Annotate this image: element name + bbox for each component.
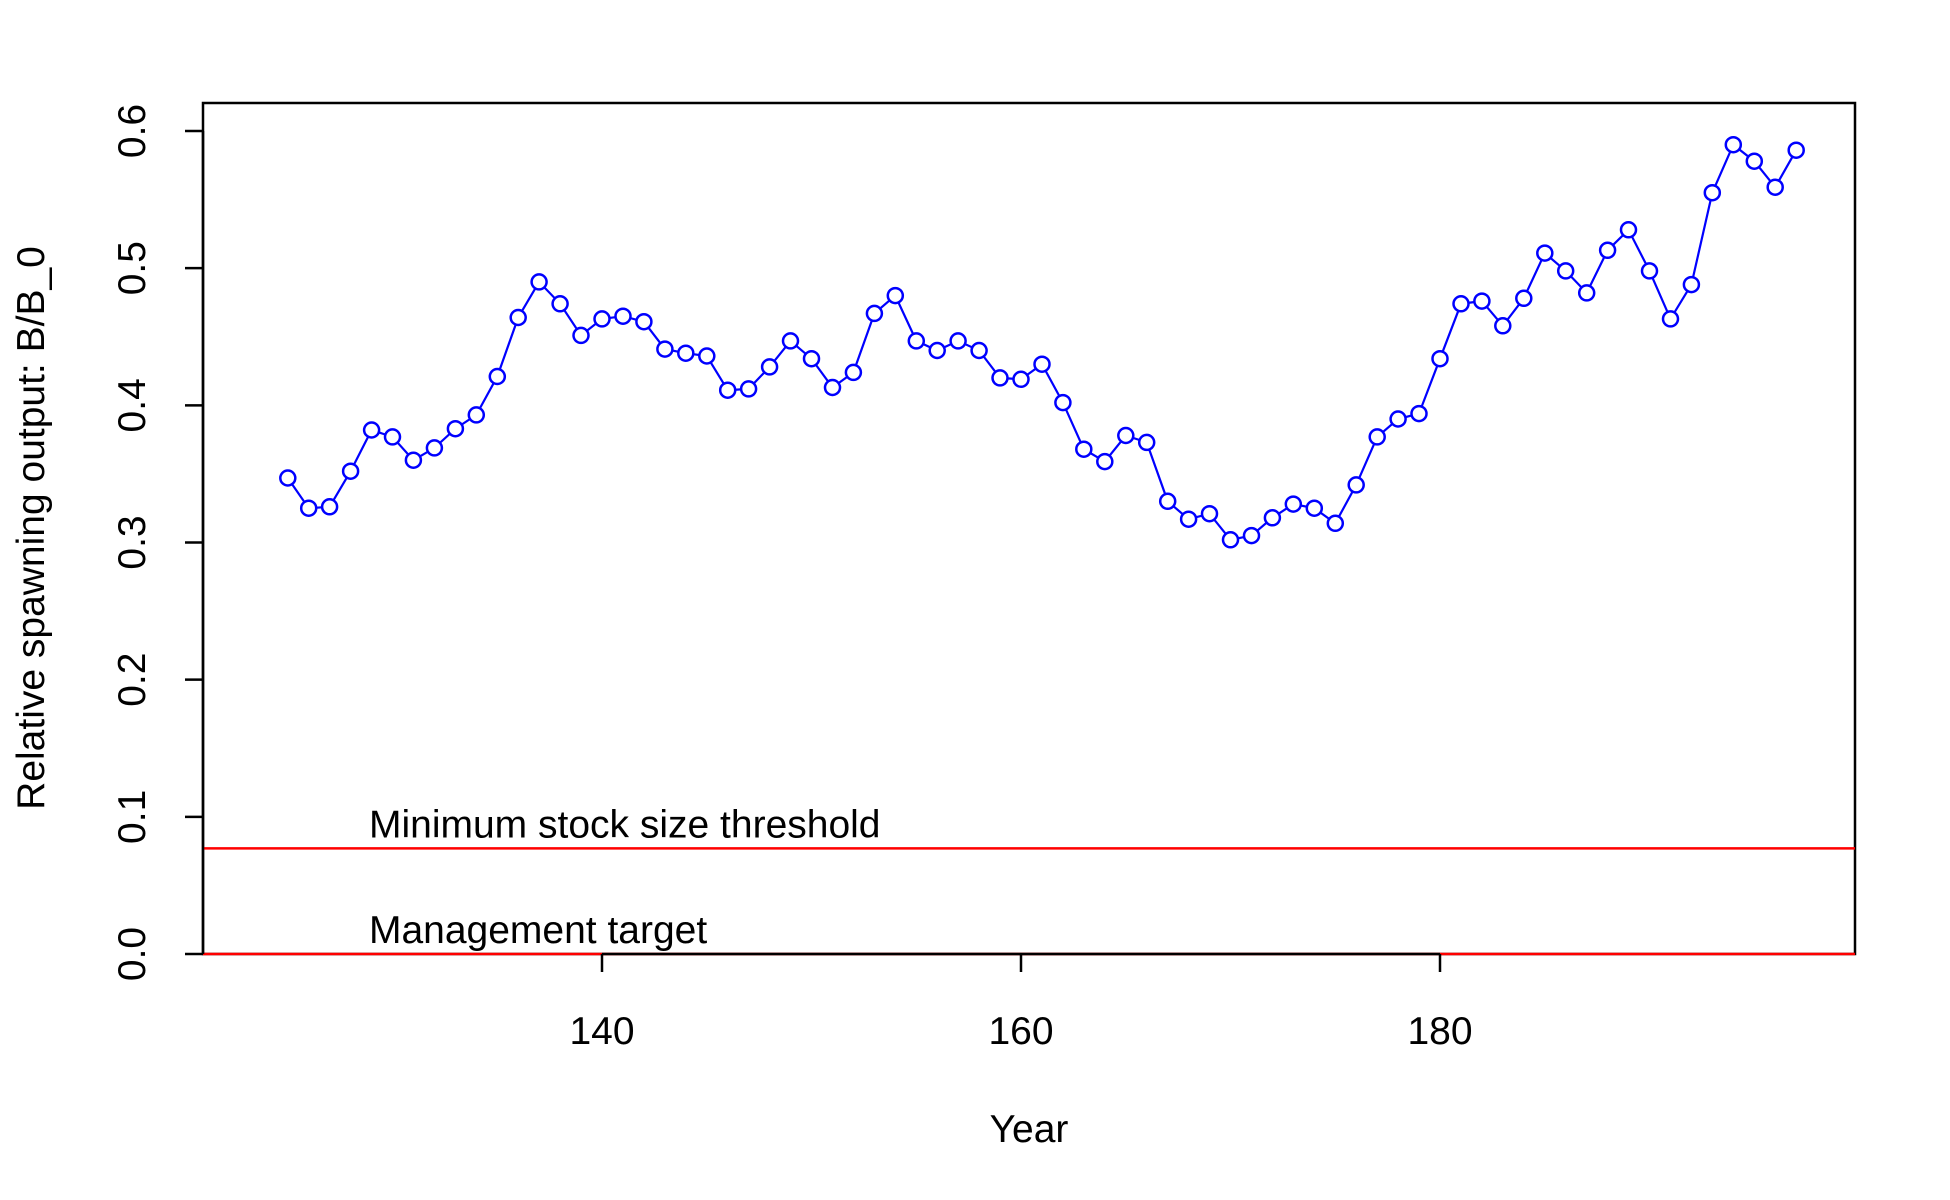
y-tick-label: 0.3 (111, 515, 154, 569)
y-tick-label: 0.5 (111, 241, 154, 295)
reference-line-label: Management target (369, 909, 707, 952)
data-point (1242, 526, 1261, 545)
y-axis-label: Relative spawning output: B/B_0 (10, 246, 53, 810)
data-point (488, 367, 507, 386)
data-point (970, 341, 988, 360)
data-point (279, 469, 297, 487)
data-point (677, 344, 695, 362)
data-point (1263, 509, 1282, 527)
x-tick-label: 140 (569, 1010, 634, 1053)
data-point (299, 499, 318, 517)
data-point (530, 273, 548, 291)
data-point (1661, 310, 1680, 328)
data-point (698, 347, 716, 365)
data-point (446, 419, 465, 438)
data-point (1766, 178, 1784, 196)
data-point (1033, 355, 1051, 373)
data-point (1179, 510, 1198, 528)
data-point (739, 380, 758, 398)
data-point (1012, 370, 1030, 389)
data-point (1284, 495, 1303, 513)
x-tick-label: 180 (1407, 1010, 1472, 1053)
data-point (1368, 428, 1386, 446)
data-point (802, 349, 821, 368)
data-point (1221, 531, 1240, 549)
data-point (1054, 393, 1072, 412)
data-point (823, 378, 842, 397)
data-point (1556, 262, 1575, 280)
y-tick-label: 0.2 (111, 653, 154, 707)
data-point (928, 341, 946, 360)
y-tick-label: 0.0 (111, 927, 154, 981)
data-point (551, 295, 569, 313)
series-layer (279, 135, 1805, 549)
data-point (1305, 499, 1324, 517)
data-point (1117, 426, 1135, 445)
data-point (718, 381, 737, 399)
series-line (286, 142, 1798, 542)
data-point (886, 286, 905, 305)
data-point (1473, 292, 1491, 310)
x-tick-label: 160 (988, 1010, 1053, 1053)
data-point (907, 332, 926, 350)
data-point (593, 310, 611, 328)
reference-line-label: Minimum stock size threshold (369, 803, 881, 846)
data-point (1137, 433, 1156, 452)
data-point (1787, 141, 1805, 159)
data-point (991, 369, 1009, 387)
data-point (1389, 410, 1407, 428)
data-point (635, 312, 653, 331)
y-tick-label: 0.6 (111, 104, 154, 158)
data-point (1431, 349, 1449, 368)
data-point (404, 451, 423, 469)
data-point (341, 462, 360, 480)
data-point (1075, 440, 1093, 458)
data-point (614, 307, 632, 325)
data-point (383, 428, 402, 446)
data-point (320, 498, 339, 516)
data-point (1598, 241, 1617, 260)
y-axis: 0.0 0.1 0.2 0.3 0.4 0.5 0.6 (111, 104, 205, 981)
data-point (1326, 514, 1345, 533)
data-point (1619, 221, 1638, 239)
data-point (1682, 275, 1701, 294)
x-axis-label: Year (990, 1108, 1069, 1151)
data-point (1703, 183, 1722, 202)
data-point (1515, 289, 1533, 308)
data-point (1640, 262, 1659, 280)
data-point (1347, 476, 1365, 494)
data-point (1494, 317, 1512, 335)
data-point (656, 340, 674, 358)
data-point (781, 332, 800, 350)
data-point (1096, 452, 1114, 471)
data-point (1536, 244, 1554, 262)
data-point (760, 358, 779, 376)
x-axis: 140 160 180 (569, 952, 1473, 1053)
data-point (865, 304, 884, 323)
data-point (1410, 404, 1428, 423)
reference-lines: Minimum stock size threshold Management t… (203, 803, 1855, 956)
data-point (1724, 135, 1743, 154)
data-point (1200, 504, 1219, 523)
data-point (1158, 492, 1177, 511)
data-point (572, 326, 590, 345)
data-point (949, 332, 967, 350)
data-point (509, 308, 527, 327)
y-tick-label: 0.4 (111, 378, 154, 432)
data-point (1452, 295, 1470, 313)
data-point (844, 363, 863, 382)
y-tick-label: 0.1 (111, 790, 154, 844)
data-point (362, 421, 381, 439)
data-point (425, 439, 444, 457)
data-point (467, 406, 486, 424)
data-point (1577, 284, 1596, 302)
data-point (1745, 152, 1764, 170)
